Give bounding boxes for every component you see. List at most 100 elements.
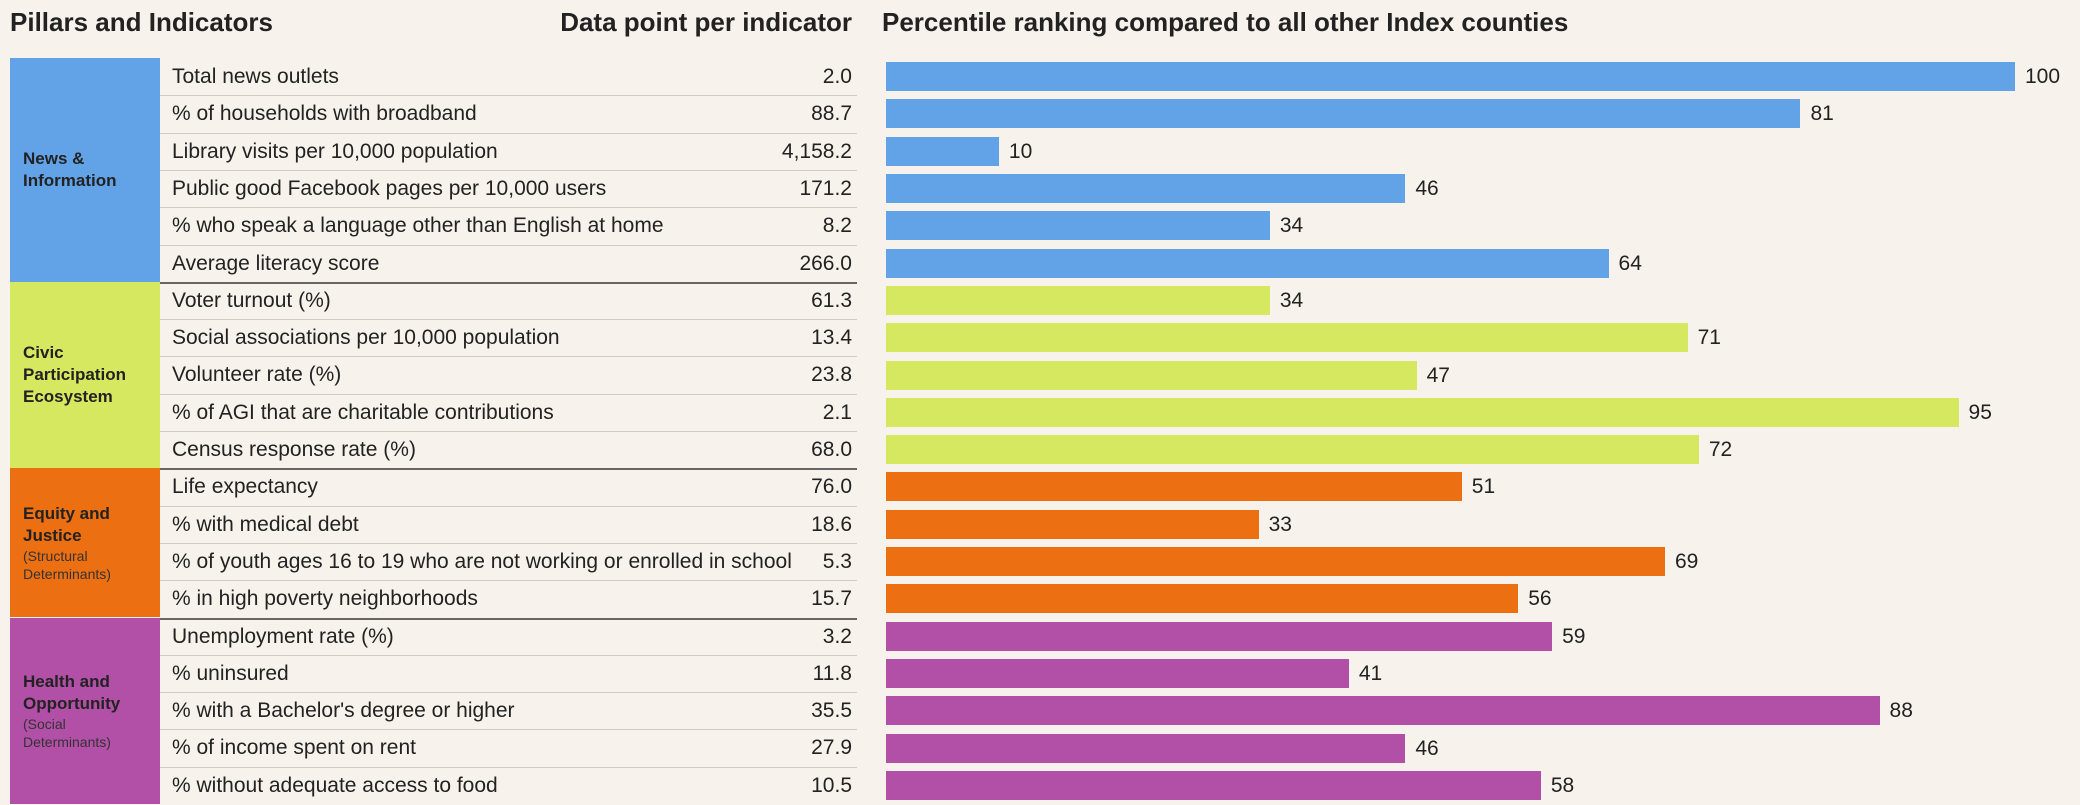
pillar: News & Information (10, 58, 160, 282)
indicator-name: Library visits per 10,000 population (172, 139, 498, 163)
row-separator (160, 654, 857, 656)
indicator-name: % with a Bachelor's degree or higher (172, 699, 515, 723)
pillar-name: News & Information (23, 148, 117, 190)
data-point: 2.1 (822, 400, 852, 424)
data-point: 13.4 (811, 326, 852, 350)
value-label: 81 (1810, 102, 1834, 126)
data-point: 35.5 (811, 699, 852, 723)
row-separator (160, 207, 857, 209)
row-separator (160, 393, 857, 395)
row-separator (160, 132, 857, 134)
indicator-name: % of youth ages 16 to 19 who are not wor… (172, 549, 792, 573)
row-separator (160, 468, 857, 471)
data-point: 5.3 (822, 549, 852, 573)
value-label: 72 (1708, 438, 1733, 462)
value-label: 88 (1889, 699, 1913, 723)
value-label: 41 (1358, 661, 1383, 685)
data-point: 2.0 (822, 65, 852, 88)
column-header: Data point per indicator (560, 7, 852, 37)
bar (886, 472, 1462, 502)
value-label: 10 (1008, 139, 1033, 163)
value-label: 69 (1675, 550, 1699, 574)
bar (886, 696, 1880, 726)
value-label: 47 (1426, 363, 1450, 387)
value-label: 33 (1268, 512, 1292, 536)
data-point: 4,158.2 (781, 139, 852, 163)
pillar-name: Equity and Justice (23, 503, 110, 545)
bar (886, 584, 1519, 614)
data-point: 8.2 (822, 214, 852, 238)
data-point: 18.6 (811, 512, 852, 536)
data-point: 3.2 (822, 624, 852, 648)
column-header: Pillars and Indicators (10, 7, 273, 37)
bar (886, 397, 1959, 427)
bar (886, 509, 1259, 539)
row-separator (160, 431, 857, 432)
indicator-name: % who speak a language other than Englis… (172, 214, 664, 238)
indicator-name: Voter turnout (%) (172, 288, 331, 312)
value-label: 51 (1471, 475, 1496, 499)
row-separator (160, 319, 857, 321)
row-separator (160, 617, 857, 620)
row-separator (160, 505, 857, 507)
bar (886, 285, 1270, 315)
indicator-name: Public good Facebook pages per 10,000 us… (172, 176, 607, 200)
indicator-name: % uninsured (172, 661, 289, 685)
data-point: 27.9 (811, 736, 852, 760)
value-label: 95 (1968, 400, 1992, 424)
data-point: 61.3 (811, 288, 852, 312)
row-separator (160, 95, 857, 97)
bar (886, 733, 1406, 763)
value-label: 56 (1528, 587, 1552, 611)
row-separator (160, 766, 857, 768)
value-label: 59 (1562, 624, 1586, 648)
indicator-name: % in high poverty neighborhoods (172, 587, 478, 611)
value-label: 100 (2025, 65, 2061, 89)
bar (886, 435, 1699, 465)
row-separator (160, 729, 857, 731)
row-separator (160, 244, 857, 246)
indicator-name: Average literacy score (172, 251, 380, 275)
data-point: 11.8 (812, 661, 852, 685)
indicator-name: % of households with broadband (172, 102, 477, 126)
bar (886, 62, 2015, 92)
bar (886, 211, 1270, 241)
pillar-name: Civic Participation Ecosystem (23, 343, 126, 407)
value-label: 58 (1550, 773, 1575, 797)
data-point: 76.0 (811, 475, 852, 499)
pillar: Health and Opportunity (Social Determinan… (10, 617, 160, 804)
value-label: 46 (1415, 736, 1439, 760)
pillar-note: (Social Determinants) (23, 715, 111, 750)
value-label: 46 (1415, 177, 1439, 201)
value-label: 34 (1279, 288, 1304, 312)
indicator-name: % without adequate access to food (172, 773, 498, 797)
bar (886, 174, 1406, 204)
bar (886, 99, 1801, 129)
bar (886, 248, 1609, 278)
row-separator (160, 580, 857, 582)
bar (886, 323, 1688, 353)
indicator-name: % with medical debt (172, 512, 359, 536)
indicator-name: Volunteer rate (%) (172, 363, 342, 387)
value-label: 64 (1618, 251, 1642, 275)
bar (886, 658, 1349, 688)
data-point: 10.5 (811, 773, 852, 797)
data-point: 15.7 (811, 587, 852, 611)
value-label: 34 (1279, 214, 1304, 238)
indicator-name: % of AGI that are charitable contributio… (172, 400, 554, 424)
indicator-name: Life expectancy (172, 475, 318, 499)
chart-title: Percentile ranking compared to all other… (882, 7, 1569, 37)
data-point: 68.0 (811, 438, 852, 461)
indicator-name: Census response rate (%) (172, 438, 416, 461)
data-point: 88.7 (811, 102, 852, 126)
indicator-name: Unemployment rate (%) (172, 624, 394, 648)
data-point: 23.8 (811, 363, 852, 387)
indicator-name: Social associations per 10,000 populatio… (172, 326, 560, 350)
data-point: 171.2 (799, 176, 852, 200)
row-separator (160, 542, 857, 544)
row-separator (160, 169, 857, 171)
bar (886, 621, 1553, 651)
indicator-name: % of income spent on rent (172, 736, 416, 760)
bar (886, 136, 999, 166)
